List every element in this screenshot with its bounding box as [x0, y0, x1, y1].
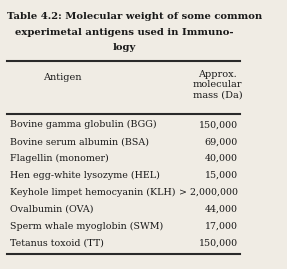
Text: Antigen: Antigen — [43, 73, 81, 82]
Text: Tetanus toxoid (TT): Tetanus toxoid (TT) — [10, 239, 104, 248]
Text: Bovine serum albumin (BSA): Bovine serum albumin (BSA) — [10, 137, 149, 146]
Text: 150,000: 150,000 — [199, 239, 238, 248]
Text: Bovine gamma globulin (BGG): Bovine gamma globulin (BGG) — [10, 120, 156, 129]
Text: Hen egg-white lysozyme (HEL): Hen egg-white lysozyme (HEL) — [10, 171, 160, 180]
Text: Ovalbumin (OVA): Ovalbumin (OVA) — [10, 205, 93, 214]
Text: logy: logy — [112, 43, 135, 52]
Text: Keyhole limpet hemocyanin (KLH): Keyhole limpet hemocyanin (KLH) — [10, 188, 175, 197]
Text: Table 4.2: Molecular weight of some common: Table 4.2: Molecular weight of some comm… — [7, 12, 263, 21]
Text: Approx.
molecular
mass (Da): Approx. molecular mass (Da) — [193, 70, 243, 100]
Text: 150,000: 150,000 — [199, 120, 238, 129]
Text: experimetal antigens used in Immuno-: experimetal antigens used in Immuno- — [15, 28, 233, 37]
Text: Sperm whale myoglobin (SWM): Sperm whale myoglobin (SWM) — [10, 222, 163, 231]
Text: 44,000: 44,000 — [205, 205, 238, 214]
Text: 69,000: 69,000 — [204, 137, 238, 146]
Text: Flagellin (monomer): Flagellin (monomer) — [10, 154, 109, 163]
Text: 15,000: 15,000 — [204, 171, 238, 180]
Text: 40,000: 40,000 — [205, 154, 238, 163]
Text: 17,000: 17,000 — [205, 222, 238, 231]
Text: > 2,000,000: > 2,000,000 — [179, 188, 238, 197]
